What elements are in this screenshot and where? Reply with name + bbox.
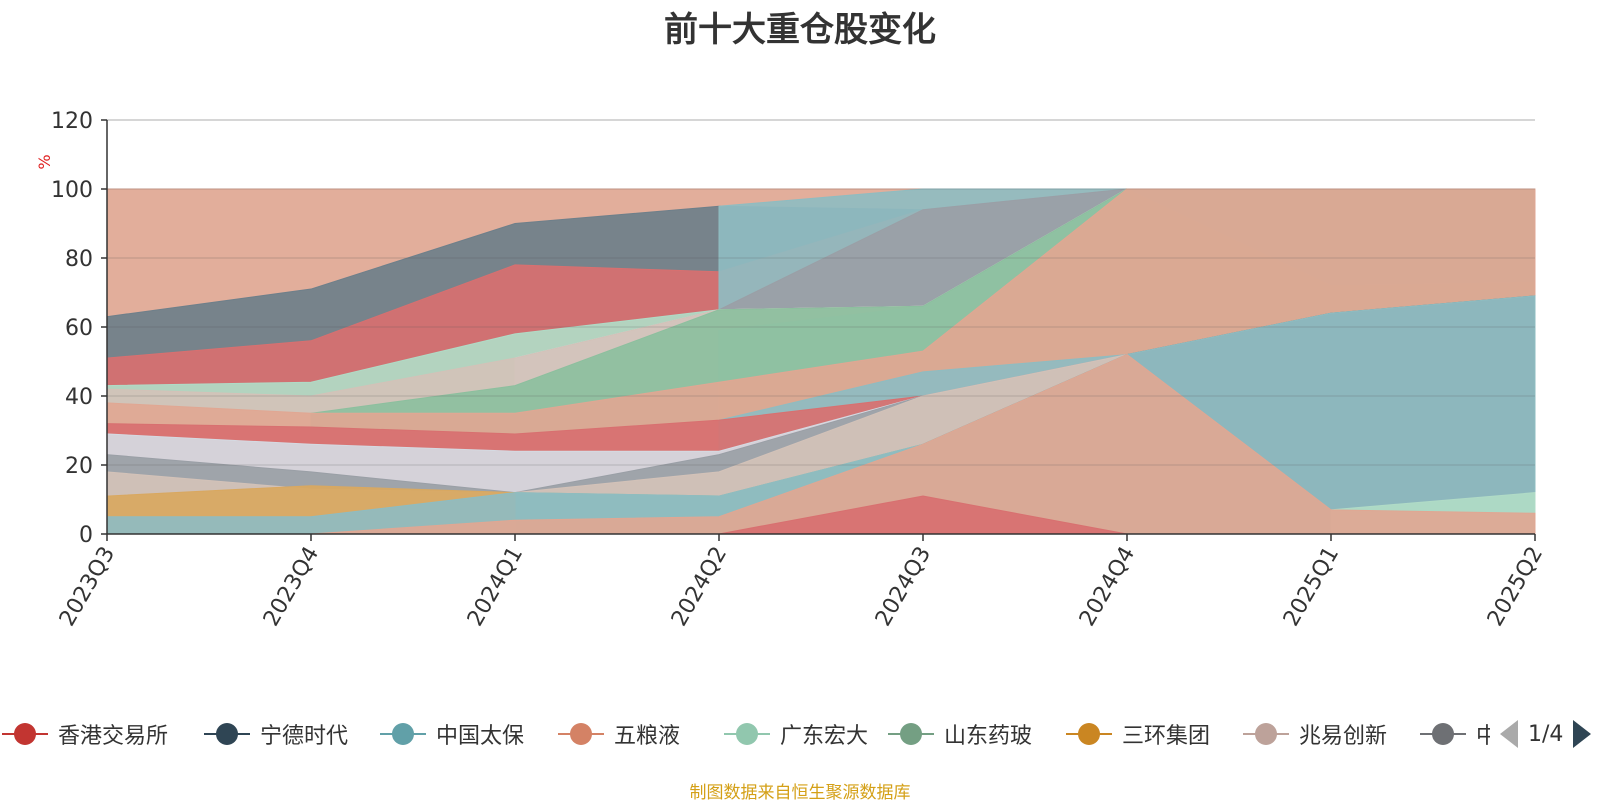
x-tick-label: 2025Q2 bbox=[1483, 543, 1548, 631]
legend-marker-icon bbox=[0, 716, 50, 752]
x-tick-label: 2024Q3 bbox=[871, 543, 936, 631]
legend-marker-icon bbox=[1418, 716, 1468, 752]
legend-label: 兆易创新 bbox=[1299, 724, 1388, 749]
legend-item[interactable]: 广东宏大 bbox=[722, 716, 868, 752]
legend-label: 中国太保 bbox=[436, 724, 525, 749]
area-chart: 0 20 40 60 80 100 120% 2023Q3 2023Q4 2024Q1 2024Q2… bbox=[35, 109, 1548, 631]
y-tick-label: 0 bbox=[79, 523, 93, 548]
y-tick-label: 80 bbox=[65, 247, 93, 272]
legend-item[interactable]: 山东药玻 bbox=[886, 716, 1032, 752]
legend-label: 广东宏大 bbox=[780, 724, 869, 749]
legend-item[interactable]: 中国太保 bbox=[378, 716, 524, 752]
legend-next-arrow-icon[interactable] bbox=[1573, 720, 1592, 748]
x-tick-label: 2023Q3 bbox=[55, 543, 120, 631]
y-tick-label: 40 bbox=[65, 385, 93, 410]
legend-item[interactable]: 五粮液 bbox=[556, 716, 680, 752]
legend-label: 三环集团 bbox=[1122, 724, 1211, 749]
x-tick-label: 2023Q4 bbox=[259, 543, 324, 631]
legend-label: 宁德时代 bbox=[260, 724, 349, 749]
legend-item[interactable]: 宁德时代 bbox=[202, 716, 348, 752]
legend-item[interactable]: 中 bbox=[1418, 716, 1490, 752]
y-axis-label: % bbox=[35, 154, 54, 169]
legend-marker-icon bbox=[556, 716, 606, 752]
chart-legend: 香港交易所 宁德时代 中国太保 五粮液 广东宏大 山东药玻 三环集团 兆易创新 中 bbox=[0, 716, 1600, 752]
legend-prev-arrow-icon[interactable] bbox=[1500, 720, 1518, 748]
chart-title: 前十大重仓股变化 bbox=[664, 10, 936, 50]
legend-marker-icon bbox=[378, 716, 428, 752]
legend-label: 中 bbox=[1476, 724, 1490, 749]
x-tick-label: 2024Q1 bbox=[463, 543, 528, 631]
legend-item[interactable]: 兆易创新 bbox=[1241, 716, 1387, 752]
y-tick-label: 60 bbox=[65, 316, 93, 341]
legend-item[interactable]: 香港交易所 bbox=[0, 716, 168, 752]
legend-marker-icon bbox=[1064, 716, 1114, 752]
y-tick-label: 20 bbox=[65, 454, 93, 479]
legend-marker-icon bbox=[1241, 716, 1291, 752]
source-note: 制图数据来自恒生聚源数据库 bbox=[689, 783, 911, 803]
legend-label: 山东药玻 bbox=[944, 724, 1033, 749]
x-tick-label: 2025Q1 bbox=[1279, 543, 1344, 631]
y-tick-label: 120 bbox=[51, 109, 93, 134]
legend-label: 香港交易所 bbox=[58, 724, 169, 749]
legend-page-indicator: 1/4 bbox=[1528, 721, 1564, 747]
legend-marker-icon bbox=[202, 716, 252, 752]
legend-label: 五粮液 bbox=[614, 724, 681, 749]
area-series-24 bbox=[310, 354, 1536, 535]
legend-pager: 1/4 bbox=[1500, 716, 1592, 752]
y-tick-label: 100 bbox=[51, 178, 93, 203]
legend-item[interactable]: 三环集团 bbox=[1064, 716, 1210, 752]
legend-marker-icon bbox=[886, 716, 936, 752]
x-tick-label: 2024Q4 bbox=[1075, 543, 1140, 631]
legend-marker-icon bbox=[722, 716, 772, 752]
x-tick-label: 2024Q2 bbox=[667, 543, 732, 631]
